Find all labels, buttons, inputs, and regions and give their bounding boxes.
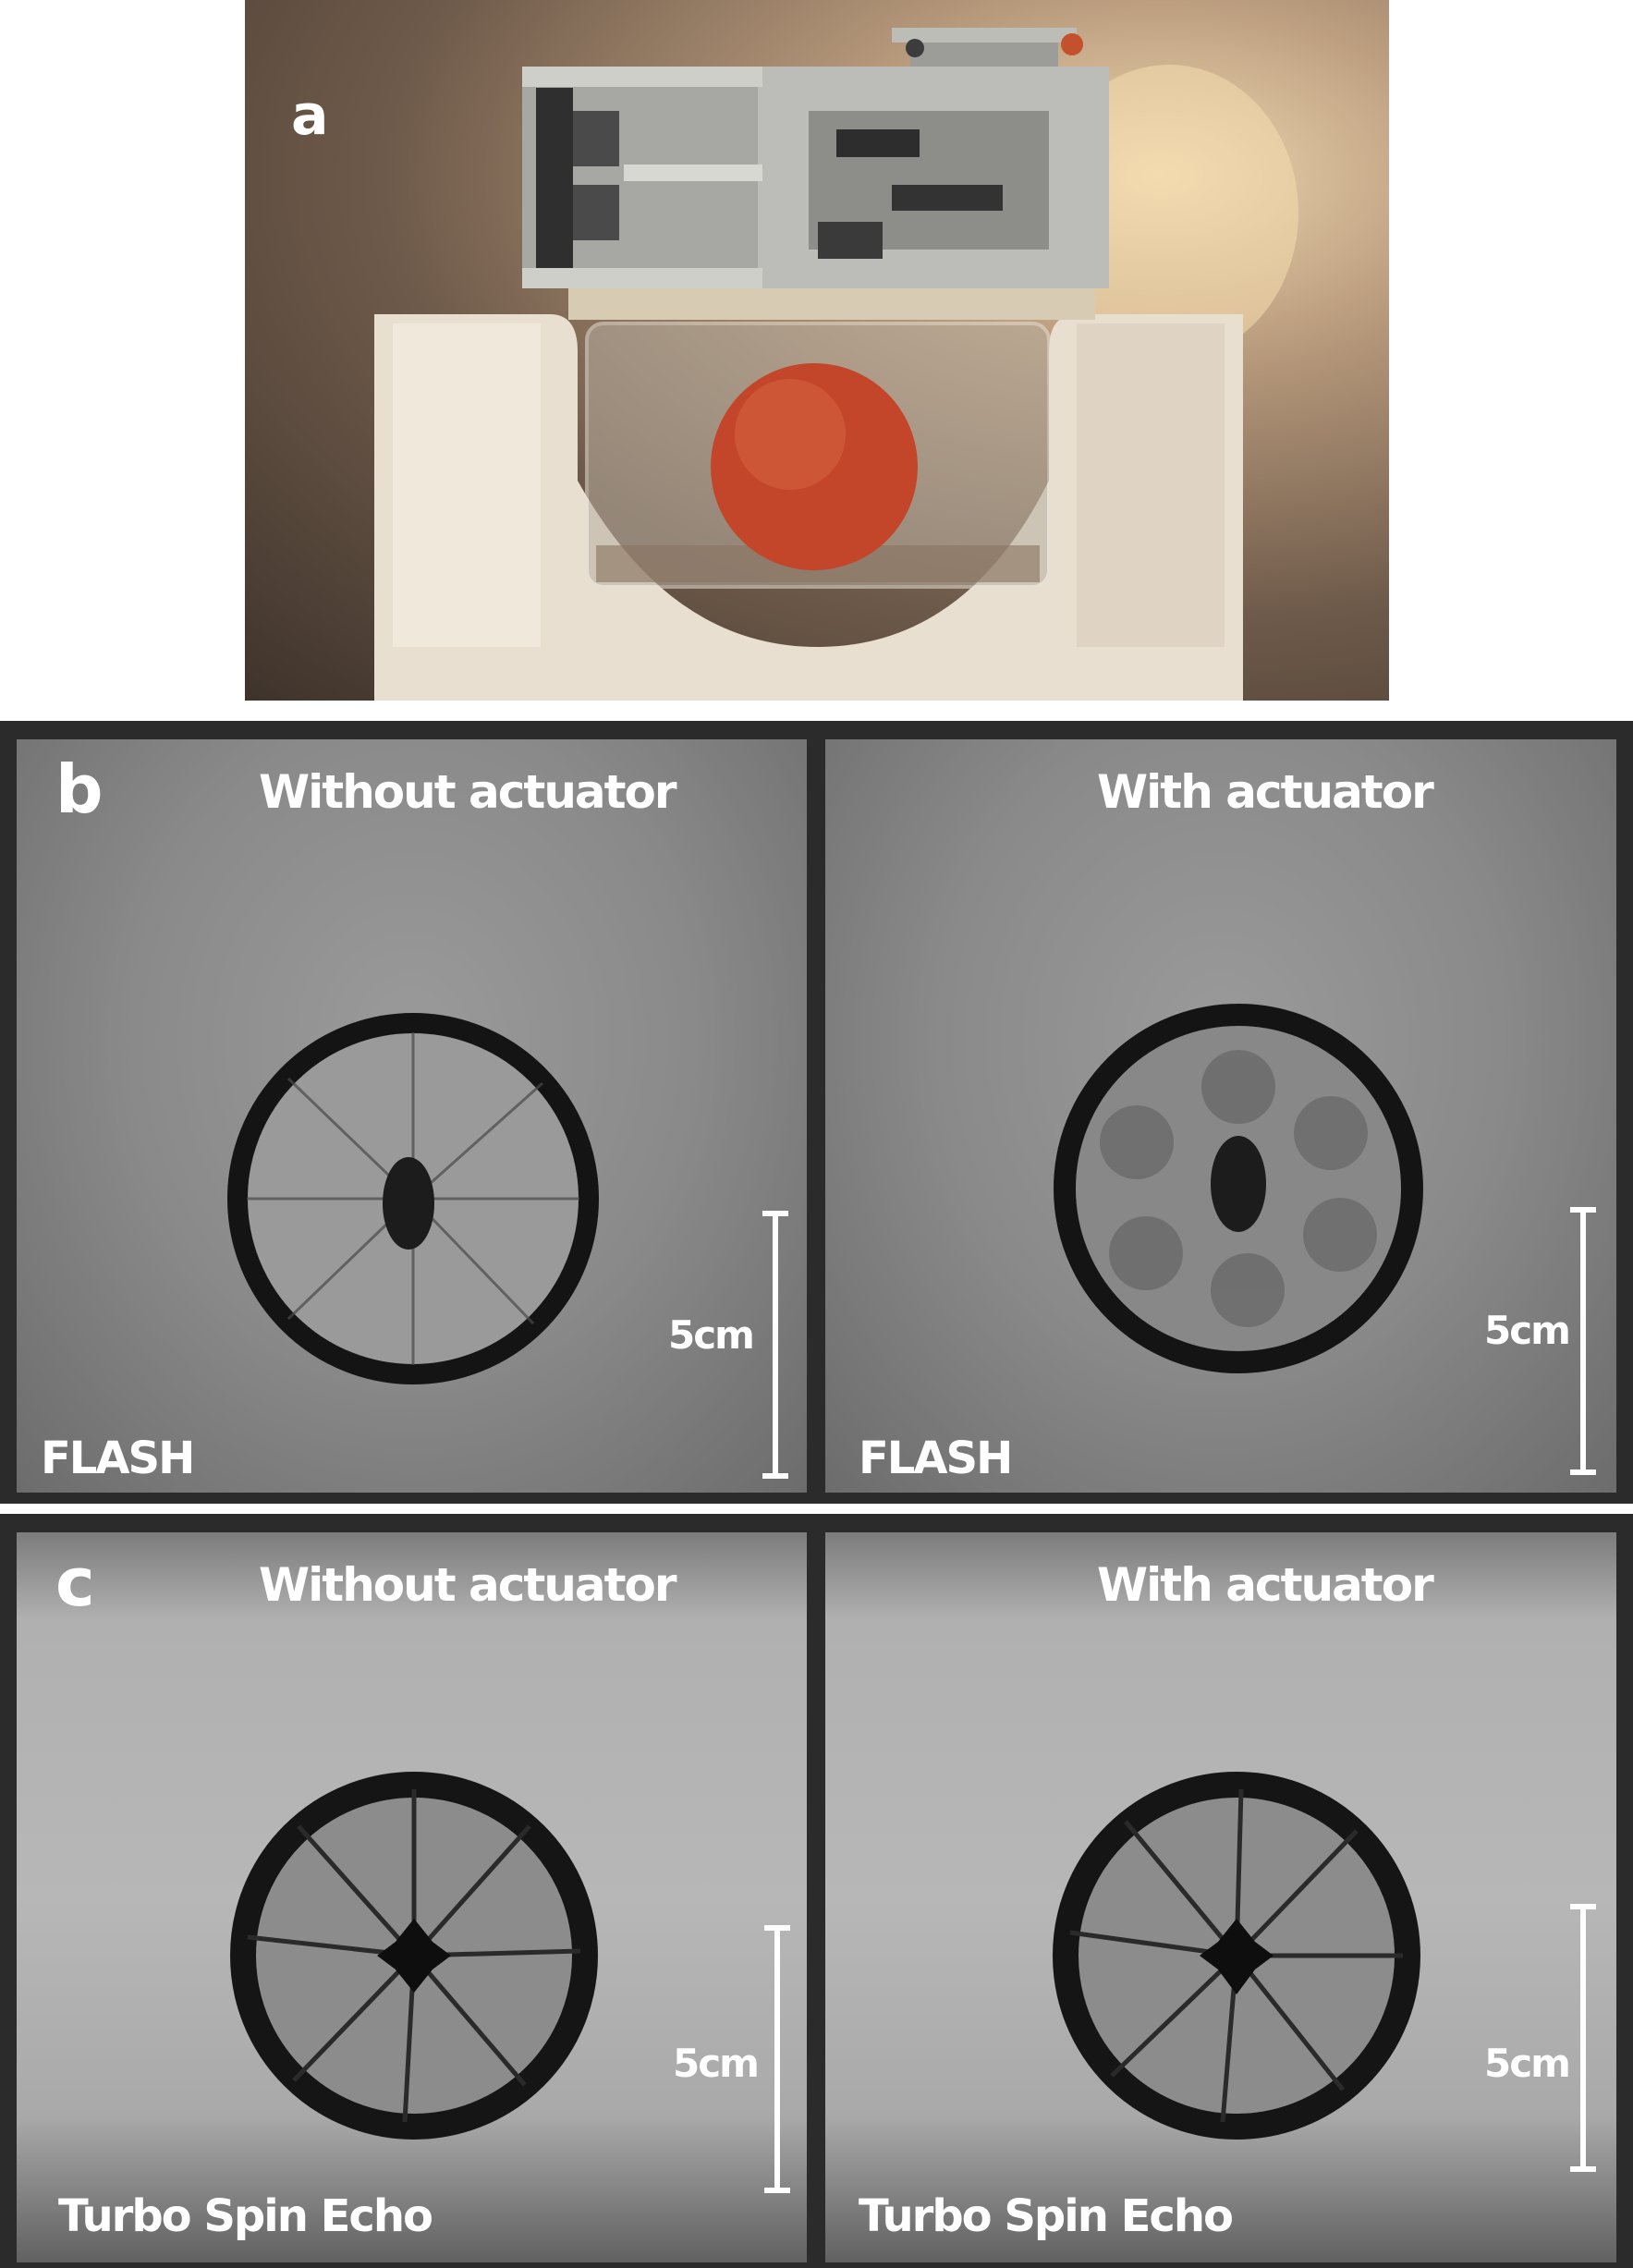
- scale-label: 5cm: [673, 2041, 760, 2086]
- scale-label: 5cm: [1484, 2041, 1571, 2086]
- panel-title: Without actuator: [259, 1558, 677, 1612]
- mri-flash-without-actuator: Without actuator FLASH 5cm: [17, 739, 807, 1493]
- sequence-label: FLASH: [41, 1433, 195, 1484]
- scale-bar: [1570, 1904, 1596, 2172]
- panel-title: With actuator: [1097, 765, 1434, 819]
- panel-letter-b: b: [55, 750, 104, 828]
- scale-label: 5cm: [668, 1312, 755, 1358]
- mri-flash-with-actuator: With actuator FLASH 5cm: [825, 739, 1616, 1493]
- panel-letter-a: a: [291, 83, 329, 148]
- scale-bar: [764, 1925, 790, 2193]
- mounting-plate: [568, 288, 1095, 320]
- actuator-assembly: [522, 28, 1109, 288]
- mri-tse-without-actuator: Without actuator Turbo Spin Echo 5cm: [17, 1532, 807, 2262]
- orange-slice-image: [1053, 1772, 1420, 2140]
- orange-slice-image: [230, 1772, 598, 2140]
- mri-tse-with-actuator: With actuator Turbo Spin Echo 5cm: [825, 1532, 1616, 2262]
- white-holder: [374, 314, 1243, 701]
- scale-bar: [1570, 1207, 1596, 1475]
- photo-panel: a: [245, 0, 1389, 701]
- actuator-photo: [374, 28, 1298, 701]
- sequence-label: Turbo Spin Echo: [859, 2190, 1234, 2242]
- panel-letter-c: c: [55, 1543, 95, 1621]
- tse-panel: Without actuator Turbo Spin Echo 5cm c W…: [0, 1514, 1633, 2268]
- sequence-label: Turbo Spin Echo: [58, 2190, 433, 2242]
- sequence-label: FLASH: [859, 1433, 1013, 1484]
- orange-fruit: [711, 363, 918, 570]
- flash-panel: Without actuator FLASH 5cm b With actuat…: [0, 721, 1633, 1504]
- scale-label: 5cm: [1484, 1308, 1571, 1353]
- orange-slice-image: [1054, 1004, 1423, 1373]
- panel-title: Without actuator: [259, 765, 677, 819]
- panel-title: With actuator: [1097, 1558, 1434, 1612]
- scale-bar: [762, 1211, 788, 1479]
- orange-slice-image: [227, 1013, 599, 1384]
